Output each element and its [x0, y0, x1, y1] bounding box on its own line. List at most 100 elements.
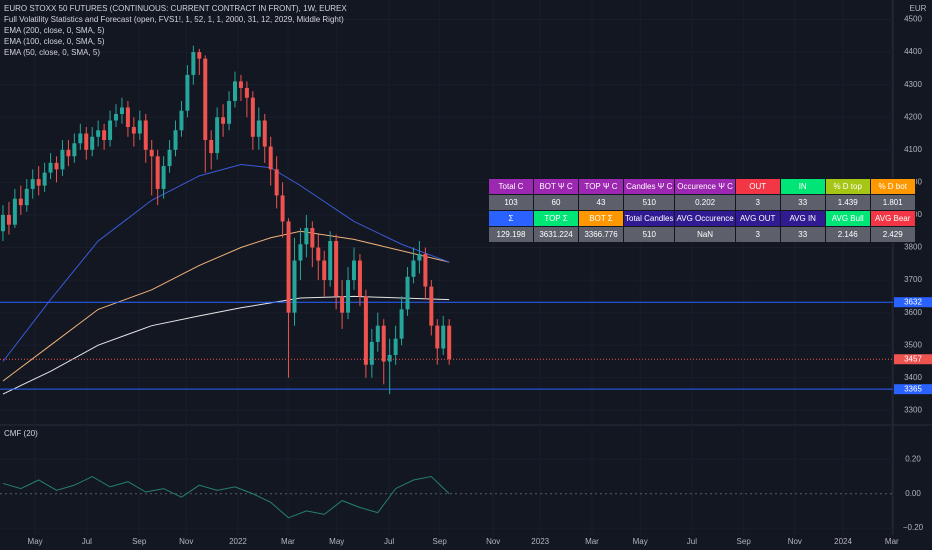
table-cell: % D top [824, 178, 871, 195]
table-cell: Σ [488, 210, 534, 227]
y-tick-label: 3500 [904, 340, 922, 349]
candle-body [238, 81, 243, 88]
candle-body [72, 143, 77, 157]
candle-body [209, 140, 214, 154]
table-cell: 33 [779, 226, 826, 243]
table-cell: TOP Ψ C [578, 178, 624, 195]
candle-body [435, 325, 440, 349]
table-cell: OUT [734, 178, 781, 195]
y-tick-label: 4500 [904, 15, 922, 24]
candle-body [90, 136, 95, 150]
table-cell: 1.801 [869, 194, 916, 211]
table-cell: AVG Occurence [674, 210, 736, 227]
ema-line [2, 295, 450, 395]
candle-body [233, 81, 237, 101]
table-row: Total C BOT Ψ C TOP Ψ C Candles Ψ C Occurenc… [488, 178, 916, 195]
candle-body [322, 260, 327, 281]
candle-body [149, 149, 154, 157]
candle-body [137, 120, 142, 134]
x-tick-label: Mar [585, 537, 599, 546]
x-tick-label: Nov [179, 537, 193, 546]
candle-body [316, 247, 321, 261]
candle-body [12, 198, 17, 225]
candle-body [227, 100, 232, 124]
candle-body [54, 162, 59, 170]
candle-body [119, 107, 124, 114]
table-cell: BOT Ψ C [533, 178, 579, 195]
table-cell: Total Candles [622, 210, 676, 227]
candle-body [191, 52, 196, 75]
candle-body [18, 198, 23, 206]
candle-body [351, 260, 356, 281]
candle-body [221, 117, 226, 124]
price-label-box [894, 297, 932, 308]
price-label-box [894, 384, 932, 395]
table-cell: 60 [533, 194, 579, 211]
table-cell: 33 [779, 194, 826, 211]
candle-body [215, 117, 220, 154]
legend-entry: EMA (200, close, 0, SMA, 5) [4, 26, 105, 35]
table-cell: IN [779, 178, 826, 195]
x-tick-label: Mar [885, 537, 899, 546]
candle-body [441, 325, 446, 349]
x-tick-label: Sep [132, 537, 147, 546]
candle-body [155, 156, 160, 189]
candle-body [423, 254, 428, 287]
candle-body [304, 227, 309, 245]
y-tick-label: 4300 [904, 80, 922, 89]
candle-body [268, 146, 273, 170]
y-tick-label: 3400 [904, 373, 922, 382]
table-cell: Total C [488, 178, 534, 195]
table-cell: 3 [734, 226, 781, 243]
table-cell: % D bot [869, 178, 916, 195]
candle-body [66, 149, 71, 157]
candle-body [197, 52, 202, 59]
table-cell: AVG Bear [869, 210, 916, 227]
candle-body [405, 276, 410, 310]
ema-line [2, 230, 450, 382]
candle-body [328, 240, 333, 281]
price-label: 3365 [904, 384, 922, 393]
table-cell: AVG IN [779, 210, 826, 227]
table-cell: 43 [578, 194, 624, 211]
candle-body [417, 254, 422, 261]
y-tick-label: 4200 [904, 112, 922, 121]
candle-body [161, 166, 166, 189]
price-label: 3632 [904, 297, 922, 306]
candle-body [298, 244, 303, 261]
candle-body [36, 179, 41, 186]
table-cell: 3631.224 [533, 226, 579, 243]
table-cell: Occurence Ψ C [674, 178, 736, 195]
table-cell: 3 [734, 194, 781, 211]
last-price-box [894, 354, 932, 365]
candle-body [48, 162, 53, 173]
candle-body [286, 221, 291, 313]
candle-body [143, 120, 148, 150]
candle-body [125, 107, 130, 128]
candle-body [393, 338, 398, 355]
candle-body [114, 113, 119, 121]
stats-table: Total C BOT Ψ C TOP Ψ C Candles Ψ C Occurenc… [488, 178, 916, 243]
x-tick-label: May [633, 537, 648, 546]
x-tick-label: May [329, 537, 344, 546]
table-cell: NaN [674, 226, 736, 243]
candle-body [340, 296, 345, 313]
candle-body [387, 354, 392, 362]
candle-body [310, 227, 315, 248]
candle-body [447, 325, 452, 360]
candle-body [375, 325, 380, 342]
y-tick-label: 0.00 [905, 489, 921, 498]
candle-body [262, 120, 267, 147]
table-cell: 103 [488, 194, 534, 211]
ema-line [2, 163, 450, 362]
candle-body [6, 214, 11, 225]
table-row: Σ TOP Σ BOT Σ Total Candles AVG Occurence AVG… [488, 210, 916, 227]
y-tick-label: 0.20 [905, 454, 921, 463]
table-cell: AVG OUT [734, 210, 781, 227]
x-tick-label: Nov [788, 537, 802, 546]
candle-body [429, 286, 434, 326]
candle-body [250, 97, 255, 137]
